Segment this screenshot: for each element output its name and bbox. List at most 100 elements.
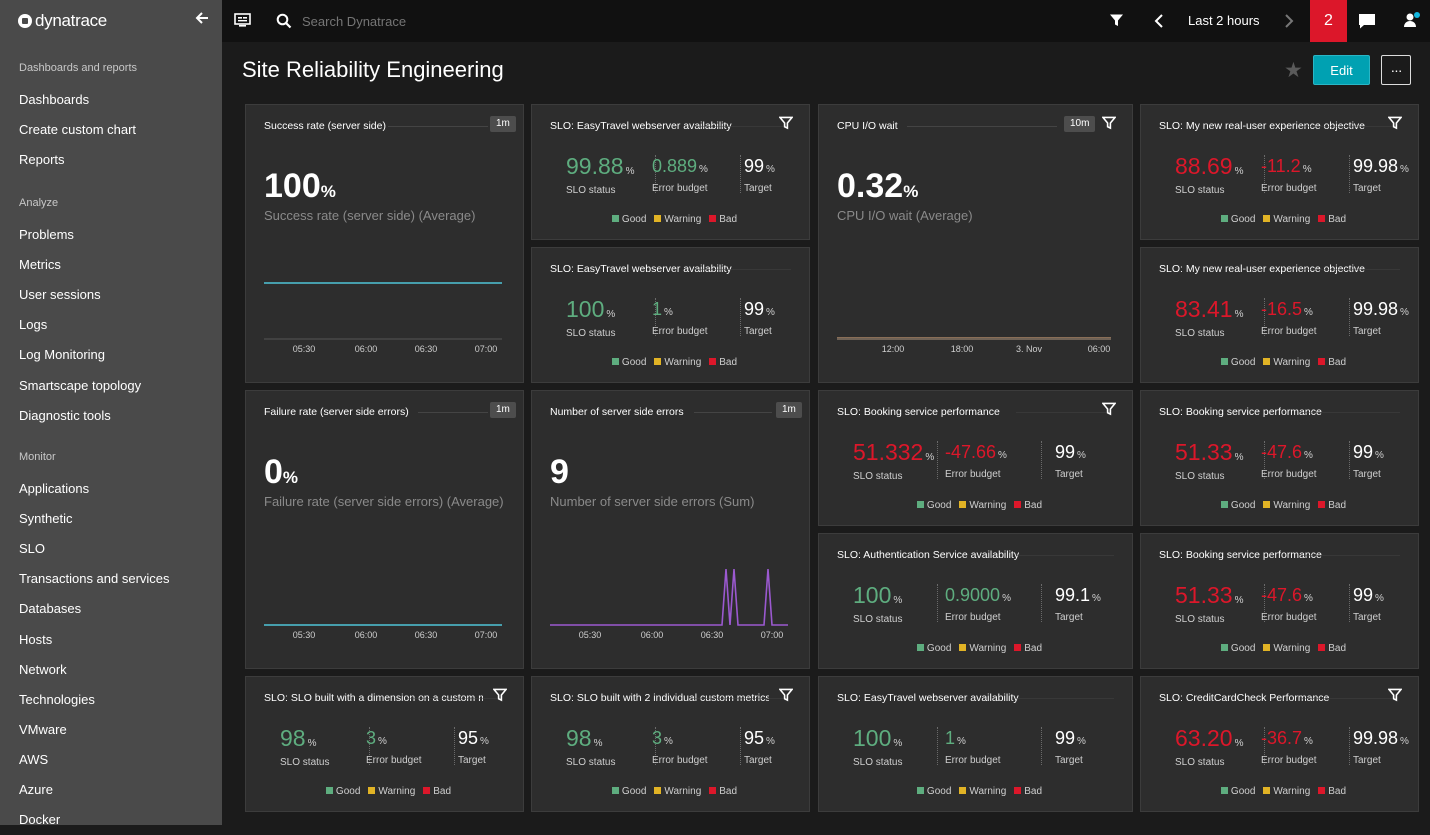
tile-slo[interactable]: SLO: Booking service performance 51.33% SL… — [1140, 390, 1419, 526]
tile-slo[interactable]: SLO: My new real-user experience objecti… — [1140, 247, 1419, 383]
slo-status: 100% SLO status — [853, 725, 903, 768]
tile-slo[interactable]: SLO: SLO built with 2 individual custom … — [531, 676, 810, 812]
filter-icon[interactable] — [1388, 116, 1402, 130]
tile-slo[interactable]: SLO: Booking service performance 51.33% SL… — [1140, 533, 1419, 669]
slo-status: 51.33% SLO status — [1175, 439, 1244, 482]
sidebar-item-reports[interactable]: Reports — [19, 152, 65, 168]
user-icon[interactable] — [1402, 10, 1422, 30]
tile-slo[interactable]: SLO: Booking service performance 51.332% S… — [818, 390, 1133, 526]
dashboard-menu-icon[interactable] — [234, 12, 251, 29]
sidebar-item-technologies[interactable]: Technologies — [19, 691, 95, 707]
legend-bad-swatch — [709, 215, 717, 222]
tile-slo[interactable]: SLO: EasyTravel webserver availability 10… — [818, 676, 1133, 812]
sidebar-item-dashboards[interactable]: Dashboards — [19, 92, 90, 107]
timeframe-next-icon[interactable] — [1283, 13, 1295, 29]
tile-server-errors[interactable]: Number of server side errors 1m 9 Number… — [531, 390, 810, 669]
timeframe-selector[interactable]: Last 2 hours — [1188, 13, 1260, 28]
tile-slo[interactable]: SLO: Authentication Service availability… — [818, 533, 1133, 669]
slo-error-budget-value: 0.889 — [652, 156, 698, 176]
legend-warning-swatch — [1263, 787, 1271, 794]
sidebar: dynatrace Dashboards and reports Dashboar… — [0, 0, 222, 827]
search-icon[interactable] — [276, 13, 292, 29]
legend-bad: Bad — [1328, 643, 1347, 654]
slo-target-label: Target — [1353, 612, 1381, 623]
tile-slo[interactable]: SLO: My new real-user experience objecti… — [1140, 104, 1419, 240]
chat-icon[interactable] — [1358, 13, 1376, 29]
tile-slo[interactable]: SLO: EasyTravel webserver availability 99… — [531, 104, 810, 240]
legend-bad-swatch — [709, 787, 717, 794]
x-axis-tick-label: 06:00 — [355, 344, 378, 354]
legend-warning: Warning — [1273, 357, 1311, 368]
slo-legend: Good Warning Bad — [246, 786, 523, 797]
sidebar-item-metrics[interactable]: Metrics — [19, 257, 61, 273]
sidebar-item-synthetic[interactable]: Synthetic — [19, 511, 73, 527]
slo-error-budget-label: Error budget — [652, 326, 708, 337]
slo-target-label: Target — [458, 755, 486, 766]
filter-icon[interactable] — [1388, 688, 1402, 702]
x-axis-labels: 12:00 18:00 3. Nov 06:00 — [882, 344, 1111, 354]
tile-slo[interactable]: SLO: EasyTravel webserver availability 10… — [531, 247, 810, 383]
collapse-sidebar-icon[interactable] — [194, 10, 210, 26]
slo-target-value: 99.98 — [1353, 728, 1399, 748]
sidebar-item-aws[interactable]: AWS — [19, 751, 49, 767]
metric-subtitle: Failure rate (server side errors) (Avera… — [264, 494, 504, 509]
tile-slo[interactable]: SLO: CreditCardCheck Performance 63.20% SL… — [1140, 676, 1419, 812]
legend-bad: Bad — [1328, 357, 1347, 368]
slo-error-budget-value: -47.6 — [1261, 585, 1303, 605]
edit-button[interactable]: Edit — [1313, 55, 1370, 85]
legend-warning: Warning — [1273, 643, 1311, 654]
global-filter-icon[interactable] — [1109, 13, 1124, 28]
filter-icon[interactable] — [1102, 116, 1116, 130]
dynatrace-logo-icon — [18, 14, 32, 28]
sidebar-item-smartscape-topology[interactable]: Smartscape topology — [19, 377, 142, 393]
slo-error-budget-label: Error budget — [1261, 326, 1317, 337]
sidebar-item-create-custom-chart[interactable]: Create custom chart — [19, 122, 137, 138]
sidebar-item-databases[interactable]: Databases — [19, 601, 82, 617]
slo-error-budget: -36.7% Error budget — [1261, 728, 1317, 766]
sidebar-item-slo[interactable]: SLO — [19, 541, 46, 557]
filter-icon[interactable] — [1102, 402, 1116, 416]
x-axis-tick-label: 06:30 — [415, 630, 438, 640]
legend-good: Good — [1230, 500, 1256, 511]
sidebar-item-hosts[interactable]: Hosts — [19, 631, 53, 647]
tile-success-rate[interactable]: Success rate (server side) 1m 100% Succe… — [245, 104, 524, 383]
tile-slo[interactable]: SLO: SLO built with a dimension on a cus… — [245, 676, 524, 812]
sidebar-item-docker[interactable]: Docker — [19, 812, 61, 828]
filter-icon[interactable] — [779, 688, 793, 702]
slo-error-budget-label: Error budget — [652, 183, 708, 194]
legend-warning: Warning — [664, 214, 702, 225]
legend-warning-swatch — [959, 644, 967, 651]
sidebar-item-network[interactable]: Network — [19, 661, 67, 677]
sidebar-item-log-monitoring[interactable]: Log Monitoring — [19, 347, 105, 363]
dynatrace-logo[interactable]: dynatrace — [18, 11, 107, 31]
failure-rate-chart: 05:30 06:00 06:30 07:00 — [264, 624, 502, 640]
metric-value: 9 — [550, 453, 569, 491]
tile-failure-rate[interactable]: Failure rate (server side errors) 1m 0% … — [245, 390, 524, 669]
legend-bad: Bad — [1024, 500, 1043, 511]
favorite-star-icon[interactable]: ★ — [1284, 59, 1303, 82]
sidebar-item-applications[interactable]: Applications — [19, 481, 90, 496]
legend-warning-swatch — [654, 358, 662, 365]
x-axis-labels: 05:30 06:00 06:30 07:00 — [293, 630, 498, 640]
sidebar-item-logs[interactable]: Logs — [19, 317, 48, 333]
legend-bad-swatch — [1014, 644, 1022, 651]
sidebar-item-azure[interactable]: Azure — [19, 782, 53, 797]
metric-value: 100% — [264, 167, 336, 205]
tile-cpu-io-wait[interactable]: CPU I/O wait 10m 0.32% CPU I/O wait (Ave… — [818, 104, 1133, 383]
sidebar-item-diagnostic-tools[interactable]: Diagnostic tools — [19, 407, 111, 423]
search-input[interactable] — [302, 11, 562, 31]
filter-icon[interactable] — [493, 688, 507, 702]
sidebar-item-transactions-and-services[interactable]: Transactions and services — [19, 571, 170, 587]
timeframe-prev-icon[interactable] — [1153, 13, 1165, 29]
filter-icon[interactable] — [779, 116, 793, 130]
sidebar-item-problems[interactable]: Problems — [19, 227, 74, 242]
logo-text: dynatrace — [35, 11, 107, 30]
legend-bad: Bad — [1328, 500, 1347, 511]
slo-target-value: 99 — [744, 299, 765, 319]
sidebar-item-user-sessions[interactable]: User sessions — [19, 287, 101, 303]
slo-target: 99% Target — [1353, 585, 1384, 623]
slo-error-budget-value: 3 — [366, 728, 377, 748]
problems-badge[interactable]: 2 — [1310, 0, 1347, 42]
more-options-button[interactable]: ··· — [1381, 55, 1411, 85]
sidebar-item-vmware[interactable]: VMware — [19, 721, 67, 737]
